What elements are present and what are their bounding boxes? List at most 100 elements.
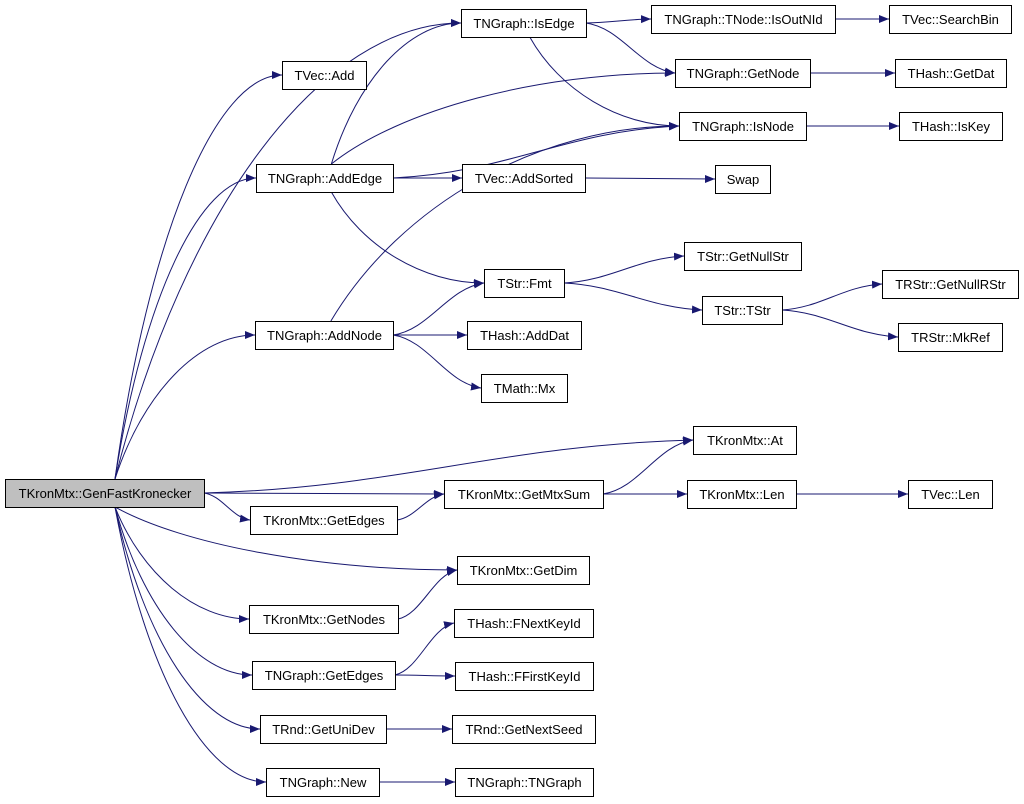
node-root[interactable]: TKronMtx::GenFastKronecker bbox=[5, 479, 205, 508]
node-label: TMath::Mx bbox=[494, 381, 556, 396]
node-box bbox=[457, 556, 590, 585]
node-box bbox=[250, 506, 398, 535]
node-new[interactable]: TNGraph::New bbox=[266, 768, 380, 797]
node-fmt[interactable]: TStr::Fmt bbox=[484, 269, 565, 298]
edge-root-to-isedge bbox=[114, 19, 462, 480]
node-box bbox=[249, 605, 399, 634]
node-getmtxsum[interactable]: TKronMtx::GetMtxSum bbox=[444, 480, 604, 509]
node-tstr[interactable]: TStr::TStr bbox=[702, 296, 783, 325]
edge-root-to-kgetnodes bbox=[114, 506, 250, 623]
node-addsorted[interactable]: TVec::AddSorted bbox=[462, 164, 586, 193]
node-box bbox=[889, 5, 1012, 34]
node-label: TKronMtx::Len bbox=[699, 487, 784, 502]
node-label: TNGraph::New bbox=[280, 775, 367, 790]
node-getnullstr[interactable]: TStr::GetNullStr bbox=[684, 242, 802, 271]
edge-isedge-to-getnode bbox=[585, 22, 676, 76]
edge-root-to-vadd bbox=[114, 71, 283, 480]
edge-addnode-to-fmt bbox=[392, 280, 485, 336]
node-box bbox=[444, 480, 604, 509]
node-getunidev[interactable]: TRnd::GetUniDev bbox=[260, 715, 387, 744]
edge-addnode-to-mx bbox=[392, 334, 482, 391]
node-searchbin[interactable]: TVec::SearchBin bbox=[889, 5, 1012, 34]
node-at[interactable]: TKronMtx::At bbox=[693, 426, 797, 455]
node-box bbox=[467, 321, 582, 350]
node-label: TNGraph::AddNode bbox=[267, 328, 382, 343]
node-klen[interactable]: TKronMtx::Len bbox=[687, 480, 797, 509]
edge-root-to-ggetedges bbox=[114, 506, 253, 679]
edge-root-to-at bbox=[203, 436, 694, 494]
nodes-layer: TKronMtx::GenFastKroneckerTVec::AddTNGra… bbox=[5, 5, 1019, 797]
node-label: TKronMtx::GetNodes bbox=[263, 612, 386, 627]
node-ggetedges[interactable]: TNGraph::GetEdges bbox=[252, 661, 396, 690]
node-label: TKronMtx::At bbox=[707, 433, 783, 448]
edge-addedge-to-fmt bbox=[330, 191, 485, 287]
edge-root-to-getdim bbox=[114, 506, 458, 574]
node-label: TStr::Fmt bbox=[497, 276, 552, 291]
node-box bbox=[684, 242, 802, 271]
edge-getmtxsum-to-at bbox=[602, 437, 694, 495]
node-label: TKronMtx::GetEdges bbox=[263, 513, 385, 528]
edge-root-to-getunidev bbox=[114, 506, 261, 733]
node-label: THash::IsKey bbox=[912, 119, 991, 134]
node-box bbox=[454, 609, 594, 638]
node-box bbox=[484, 269, 565, 298]
node-box bbox=[282, 61, 367, 90]
edge-addedge-to-getnode bbox=[331, 69, 676, 165]
node-swap[interactable]: Swap bbox=[715, 165, 771, 194]
node-label: TVec::AddSorted bbox=[475, 171, 573, 186]
node-label: TRnd::GetNextSeed bbox=[465, 722, 582, 737]
node-isedge[interactable]: TNGraph::IsEdge bbox=[461, 9, 587, 38]
edge-isedge-to-isoutnid bbox=[585, 15, 652, 24]
node-vadd[interactable]: TVec::Add bbox=[282, 61, 367, 90]
node-kgetedges[interactable]: TKronMtx::GetEdges bbox=[250, 506, 398, 535]
node-box bbox=[715, 165, 771, 194]
edge-fmt-to-getnullstr bbox=[563, 252, 685, 284]
node-label: TVec::SearchBin bbox=[902, 12, 999, 27]
node-box bbox=[252, 661, 396, 690]
node-adddat[interactable]: THash::AddDat bbox=[467, 321, 582, 350]
node-mkref[interactable]: TRStr::MkRef bbox=[898, 323, 1003, 352]
node-label: Swap bbox=[727, 172, 760, 187]
node-getdim[interactable]: TKronMtx::GetDim bbox=[457, 556, 590, 585]
node-getnextseed[interactable]: TRnd::GetNextSeed bbox=[452, 715, 596, 744]
node-iskey[interactable]: THash::IsKey bbox=[899, 112, 1003, 141]
node-box bbox=[679, 112, 807, 141]
node-getnullrstr[interactable]: TRStr::GetNullRStr bbox=[882, 270, 1019, 299]
node-mx[interactable]: TMath::Mx bbox=[481, 374, 568, 403]
node-box bbox=[452, 715, 596, 744]
node-box bbox=[895, 59, 1007, 88]
node-label: TNGraph::IsEdge bbox=[473, 16, 574, 31]
node-kgetnodes[interactable]: TKronMtx::GetNodes bbox=[249, 605, 399, 634]
node-label: TNGraph::IsNode bbox=[692, 119, 794, 134]
node-box bbox=[693, 426, 797, 455]
edge-addedge-to-isnode bbox=[392, 122, 680, 179]
node-addnode[interactable]: TNGraph::AddNode bbox=[255, 321, 394, 350]
edge-root-to-kgetedges bbox=[203, 492, 251, 523]
node-box bbox=[481, 374, 568, 403]
node-vlen[interactable]: TVec::Len bbox=[908, 480, 993, 509]
edge-root-to-new bbox=[114, 506, 267, 786]
node-tngraph[interactable]: TNGraph::TNGraph bbox=[455, 768, 594, 797]
node-label: TKronMtx::GenFastKronecker bbox=[19, 486, 192, 501]
node-getnode[interactable]: TNGraph::GetNode bbox=[675, 59, 811, 88]
edge-addedge-to-isedge bbox=[330, 19, 462, 165]
node-box bbox=[260, 715, 387, 744]
node-fnextkeyid[interactable]: THash::FNextKeyId bbox=[454, 609, 594, 638]
node-label: THash::GetDat bbox=[908, 66, 995, 81]
node-ffirstkeyid[interactable]: THash::FFirstKeyId bbox=[455, 662, 594, 691]
edge-root-to-addedge bbox=[114, 174, 257, 480]
node-isoutnid[interactable]: TNGraph::TNode::IsOutNId bbox=[651, 5, 836, 34]
node-label: TVec::Len bbox=[921, 487, 980, 502]
node-getdat[interactable]: THash::GetDat bbox=[895, 59, 1007, 88]
node-label: TNGraph::TNGraph bbox=[467, 775, 581, 790]
node-label: TStr::TStr bbox=[714, 303, 771, 318]
node-label: THash::AddDat bbox=[480, 328, 569, 343]
edge-kgetedges-to-getmtxsum bbox=[396, 491, 445, 521]
node-box bbox=[461, 9, 587, 38]
edge-tstr-to-getnullrstr bbox=[781, 280, 883, 311]
edge-ggetedges-to-fnextkeyid bbox=[394, 621, 455, 676]
node-isnode[interactable]: TNGraph::IsNode bbox=[679, 112, 807, 141]
node-addedge[interactable]: TNGraph::AddEdge bbox=[256, 164, 394, 193]
node-box bbox=[651, 5, 836, 34]
